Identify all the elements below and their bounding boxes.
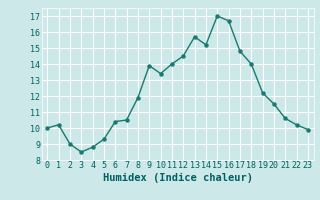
X-axis label: Humidex (Indice chaleur): Humidex (Indice chaleur) [103,173,252,183]
